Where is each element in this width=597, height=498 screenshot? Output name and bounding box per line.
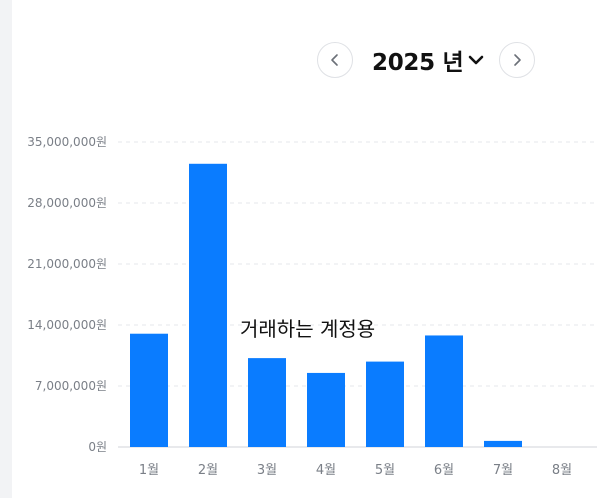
y-tick-label: 28,000,000원 [27,196,107,210]
x-tick-label: 2월 [198,463,218,478]
bar-7[interactable] [484,440,522,447]
y-tick-label: 35,000,000원 [27,135,107,149]
x-tick-label: 7월 [493,463,513,478]
x-tick-label: 5월 [375,463,395,478]
bar-4[interactable] [307,372,345,447]
bar-3[interactable] [248,358,286,447]
x-tick-label: 6월 [434,463,454,478]
year-label: 2025 년 [372,50,464,76]
bar-1[interactable] [130,333,168,447]
y-tick-label: 0원 [88,440,107,454]
chevron-down-icon [469,55,484,65]
x-axis-ticks: 1월 2월 3월 4월 5월 6월 7월 8월 [139,463,572,478]
overlay-caption: 거래하는 계정용 [240,317,376,341]
year-selector-header: 2025 년 [0,0,597,120]
y-axis-ticks: 0원 7,000,000원 14,000,000원 21,000,000원 28,000… [27,135,107,454]
y-tick-label: 7,000,000원 [35,379,107,393]
x-tick-label: 8월 [552,463,572,478]
x-tick-label: 4월 [316,463,336,478]
y-tick-label: 14,000,000원 [27,318,107,332]
bar-6[interactable] [425,335,463,447]
chevron-right-icon [514,54,521,66]
year-dropdown[interactable]: 2025 년 [372,44,485,76]
y-tick-label: 21,000,000원 [27,257,107,271]
bar-2[interactable] [189,163,227,448]
left-panel-strip [0,0,12,498]
previous-year-button[interactable] [317,42,353,78]
x-tick-label: 1월 [139,463,159,478]
bars [130,163,522,448]
next-year-button[interactable] [499,42,535,78]
bar-5[interactable] [366,361,404,447]
x-tick-label: 3월 [257,463,277,478]
chevron-left-icon [331,54,338,66]
